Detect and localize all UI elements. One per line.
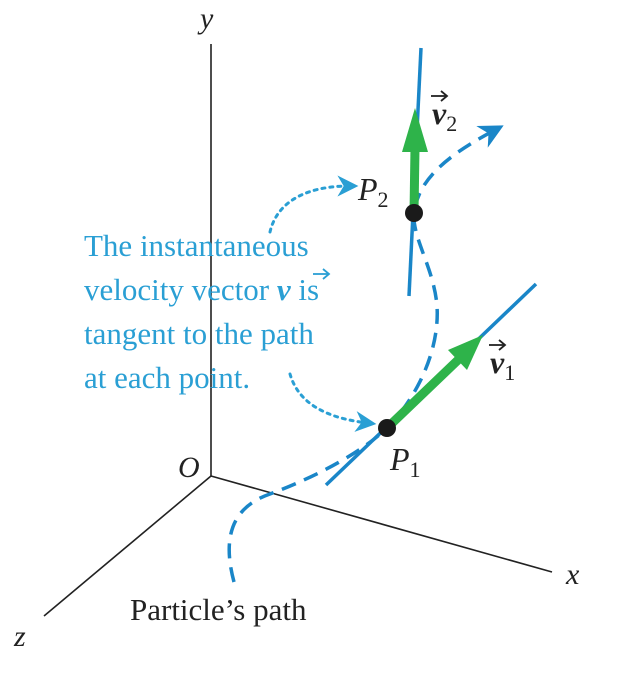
axes [43, 44, 553, 617]
annotation-pointer-p1 [288, 372, 377, 433]
z-axis-label: z [13, 620, 26, 653]
x-axis [210, 475, 553, 573]
annotation-line-2: velocity vector v is [84, 272, 319, 307]
svg-text:v2: v2 [432, 95, 457, 136]
z-axis [43, 475, 212, 617]
y-axis-label: y [197, 2, 214, 35]
vector-v2-label: v2 [431, 90, 457, 136]
annotation-pointer-p2 [268, 175, 359, 234]
annotation-text: The instantaneous velocity vector v is t… [84, 228, 319, 395]
velocity-vector-v2 [402, 108, 428, 214]
point-p1-label: P1 [389, 441, 421, 482]
vector-arrow-accent-icon [489, 339, 507, 351]
annotation-line-4: at each point. [84, 360, 250, 395]
inline-vector-arrow-accent-icon [313, 268, 331, 280]
point-p2-label: P2 [357, 171, 389, 212]
point-p2 [405, 204, 423, 222]
vector-arrow-accent-icon [431, 90, 449, 102]
svg-text:v1: v1 [490, 344, 515, 385]
point-p1 [378, 419, 396, 437]
annotation-line-3: tangent to the path [84, 316, 314, 351]
velocity-vector-v1 [383, 335, 483, 432]
path-caption: Particle’s path [130, 592, 307, 627]
annotation-line-1: The instantaneous [84, 228, 309, 263]
origin-label: O [178, 451, 200, 484]
vector-v1-label: v1 [489, 339, 515, 385]
x-axis-label: x [565, 558, 580, 591]
